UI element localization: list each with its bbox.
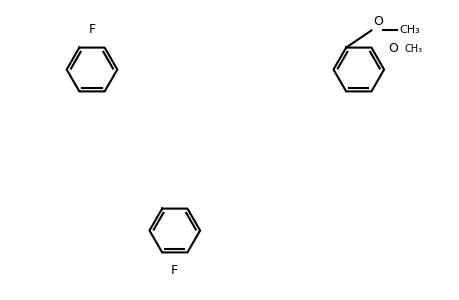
Text: O: O bbox=[388, 42, 397, 55]
Text: O: O bbox=[373, 15, 383, 28]
Text: CH₃: CH₃ bbox=[398, 26, 419, 35]
Text: F: F bbox=[88, 23, 95, 36]
Text: F: F bbox=[171, 264, 178, 277]
Text: CH₃: CH₃ bbox=[404, 44, 422, 54]
